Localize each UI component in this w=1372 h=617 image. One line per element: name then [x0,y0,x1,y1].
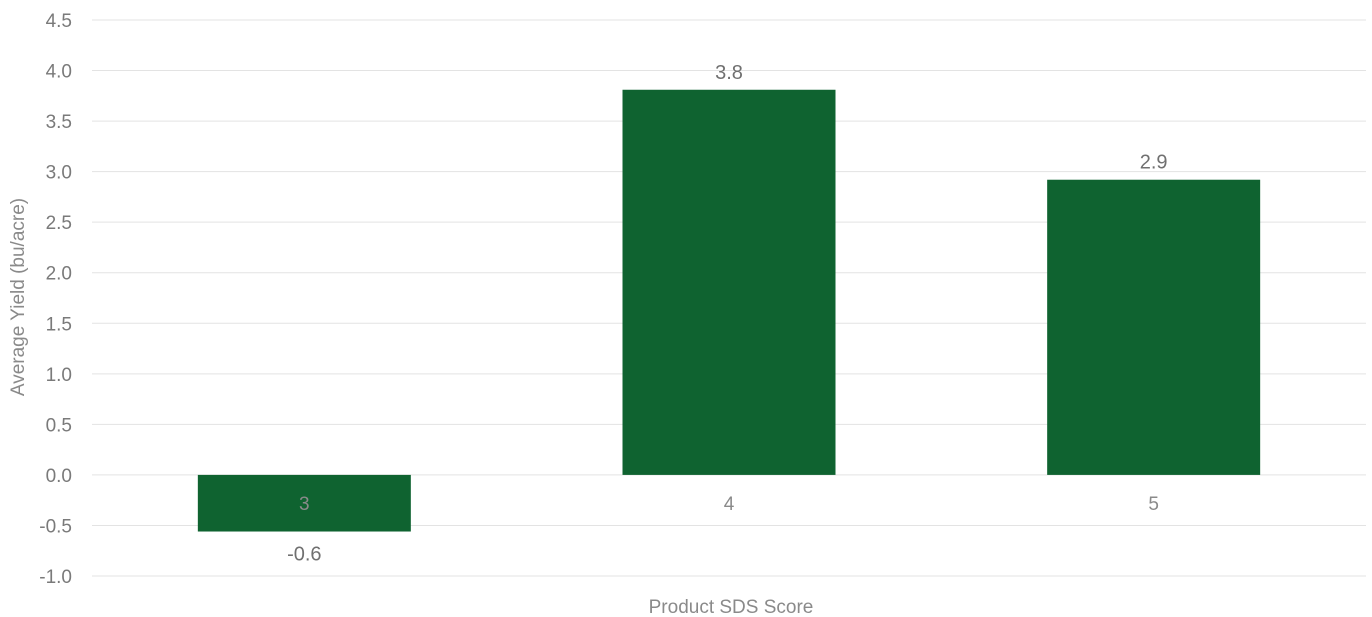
bars [197,89,1261,532]
y-tick-label: 0.0 [46,466,72,487]
data-label: 3.8 [715,62,743,84]
y-tick-label: 3.0 [46,163,72,184]
y-tick-label: 2.5 [46,213,72,234]
y-tick-label: 1.0 [46,365,72,386]
y-tick-label: 2.0 [46,264,72,285]
data-label: 2.9 [1140,152,1168,174]
x-axis-title: Product SDS Score [649,597,814,617]
bar-3 [197,474,411,532]
y-tick-label: -0.5 [39,516,72,537]
y-axis-ticks: -1.0 -0.5 0.0 0.5 1.0 1.5 2.0 2.5 3.0 3.5 4.0 4.5 [39,11,72,588]
y-tick-label: 1.5 [46,314,72,335]
y-tick-label: 0.5 [46,415,72,436]
data-labels: -0.6 3.8 2.9 [287,62,1167,566]
bar-5 [1047,179,1261,475]
y-tick-label: 4.0 [46,62,72,83]
bar-4 [622,89,836,475]
y-tick-label: 3.5 [46,112,72,133]
x-axis-ticks: 3 4 5 [299,494,1159,515]
y-axis-title: Average Yield (bu/acre) [8,198,29,396]
y-tick-label: -1.0 [39,567,72,588]
x-tick-label: 5 [1148,494,1159,515]
data-label: -0.6 [287,544,321,566]
x-tick-label: 3 [299,494,310,515]
x-tick-label: 4 [724,494,735,515]
y-tick-label: 4.5 [46,11,72,32]
